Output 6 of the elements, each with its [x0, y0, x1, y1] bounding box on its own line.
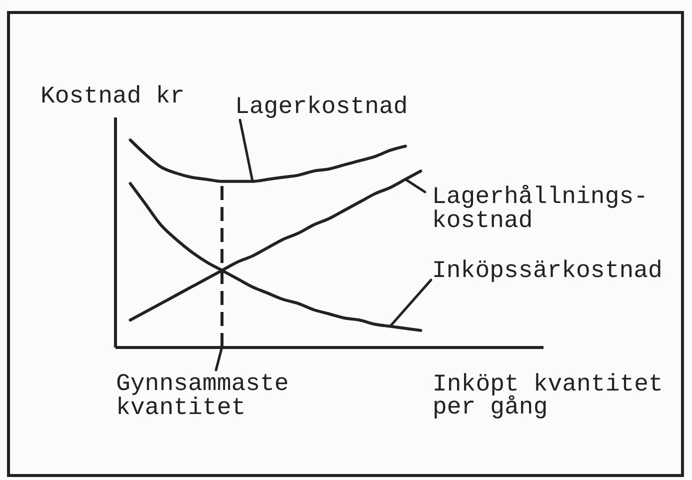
series-label: Lagerkostnad [235, 94, 408, 121]
series-label: Inköpssärkostnad [432, 258, 662, 285]
y-axis-title: Kostnad kr [40, 84, 185, 110]
x-axis-title: Inköpt kvantitet per gång [432, 372, 663, 422]
text: Gynnsammaste kvantitet [116, 371, 289, 422]
legend-label: Lagerhållnings-kostnad [432, 184, 648, 235]
